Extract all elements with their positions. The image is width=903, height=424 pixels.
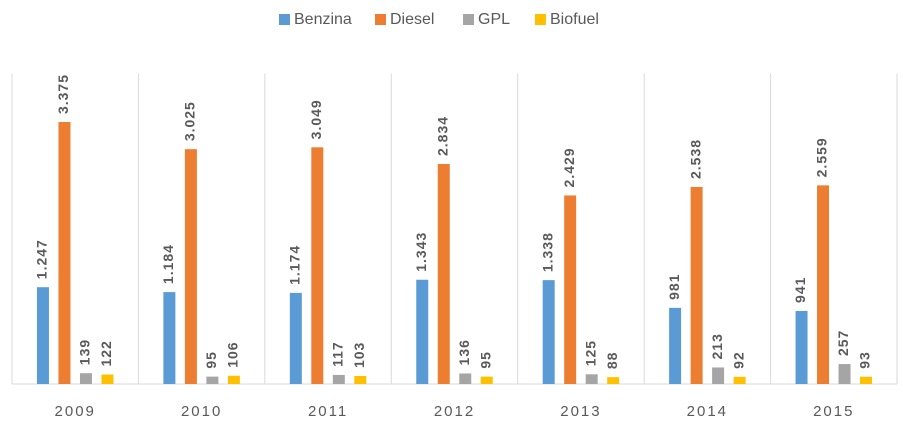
bar (184, 149, 197, 384)
data-label: 1.338 (539, 232, 555, 272)
legend-label: GPL (478, 11, 510, 28)
legend-label: Benzina (294, 11, 352, 28)
bar (607, 377, 620, 384)
bar (585, 374, 598, 384)
data-label: 88 (604, 352, 620, 370)
bar (838, 364, 851, 384)
data-label: 93 (857, 351, 873, 369)
data-label: 2.559 (814, 137, 830, 177)
bar (669, 307, 682, 384)
bar (289, 292, 302, 384)
data-label: 1.343 (413, 232, 429, 272)
bar (227, 375, 240, 384)
bar (311, 147, 324, 384)
x-tick-label: 2009 (55, 403, 96, 420)
bar (459, 373, 472, 384)
bar (332, 374, 345, 384)
data-label: 257 (835, 330, 851, 356)
x-tick-label: 2013 (560, 403, 601, 420)
bar (817, 185, 830, 384)
data-label: 103 (351, 342, 367, 368)
bar (712, 367, 725, 384)
x-tick-label: 2011 (308, 403, 348, 420)
bar (733, 376, 746, 384)
bar (416, 279, 429, 384)
data-label: 136 (456, 339, 472, 365)
bar (437, 164, 450, 384)
data-label: 95 (203, 351, 219, 369)
bar (206, 376, 219, 384)
data-label: 1.184 (160, 244, 176, 284)
data-label: 117 (330, 341, 346, 367)
x-tick-label: 2015 (813, 403, 854, 420)
legend-swatch (535, 14, 546, 25)
bar (690, 186, 703, 384)
data-label: 106 (225, 341, 241, 367)
data-label: 2.834 (434, 116, 450, 156)
bar (480, 376, 493, 384)
legend-swatch (375, 14, 386, 25)
legend-swatch (279, 14, 290, 25)
data-label: 1.247 (34, 239, 50, 279)
bar (36, 287, 49, 384)
bar (163, 292, 176, 384)
data-label: 125 (582, 340, 598, 366)
data-label: 1.174 (287, 245, 303, 285)
data-label: 213 (709, 333, 725, 359)
data-label: 3.025 (182, 101, 198, 141)
bar (860, 376, 873, 384)
bar (354, 376, 367, 384)
x-tick-label: 2010 (181, 403, 222, 420)
data-label: 2.429 (561, 147, 577, 187)
data-label: 981 (666, 273, 682, 299)
x-tick-label: 2012 (434, 403, 475, 420)
data-label: 95 (477, 351, 493, 369)
legend-label: Diesel (390, 11, 434, 28)
data-label: 3.375 (55, 74, 71, 114)
data-label: 2.538 (687, 139, 703, 179)
bar (101, 374, 114, 384)
bar (79, 373, 92, 384)
bar (542, 280, 555, 384)
bar (58, 122, 71, 384)
data-label: 122 (98, 340, 114, 366)
legend-swatch (463, 14, 474, 25)
legend-label: Biofuel (550, 11, 599, 28)
data-label: 92 (730, 351, 746, 369)
x-tick-label: 2014 (687, 403, 728, 420)
bar (795, 310, 808, 384)
data-label: 3.049 (308, 99, 324, 139)
data-label: 139 (77, 339, 93, 365)
bar (564, 195, 577, 384)
data-label: 941 (792, 277, 808, 303)
